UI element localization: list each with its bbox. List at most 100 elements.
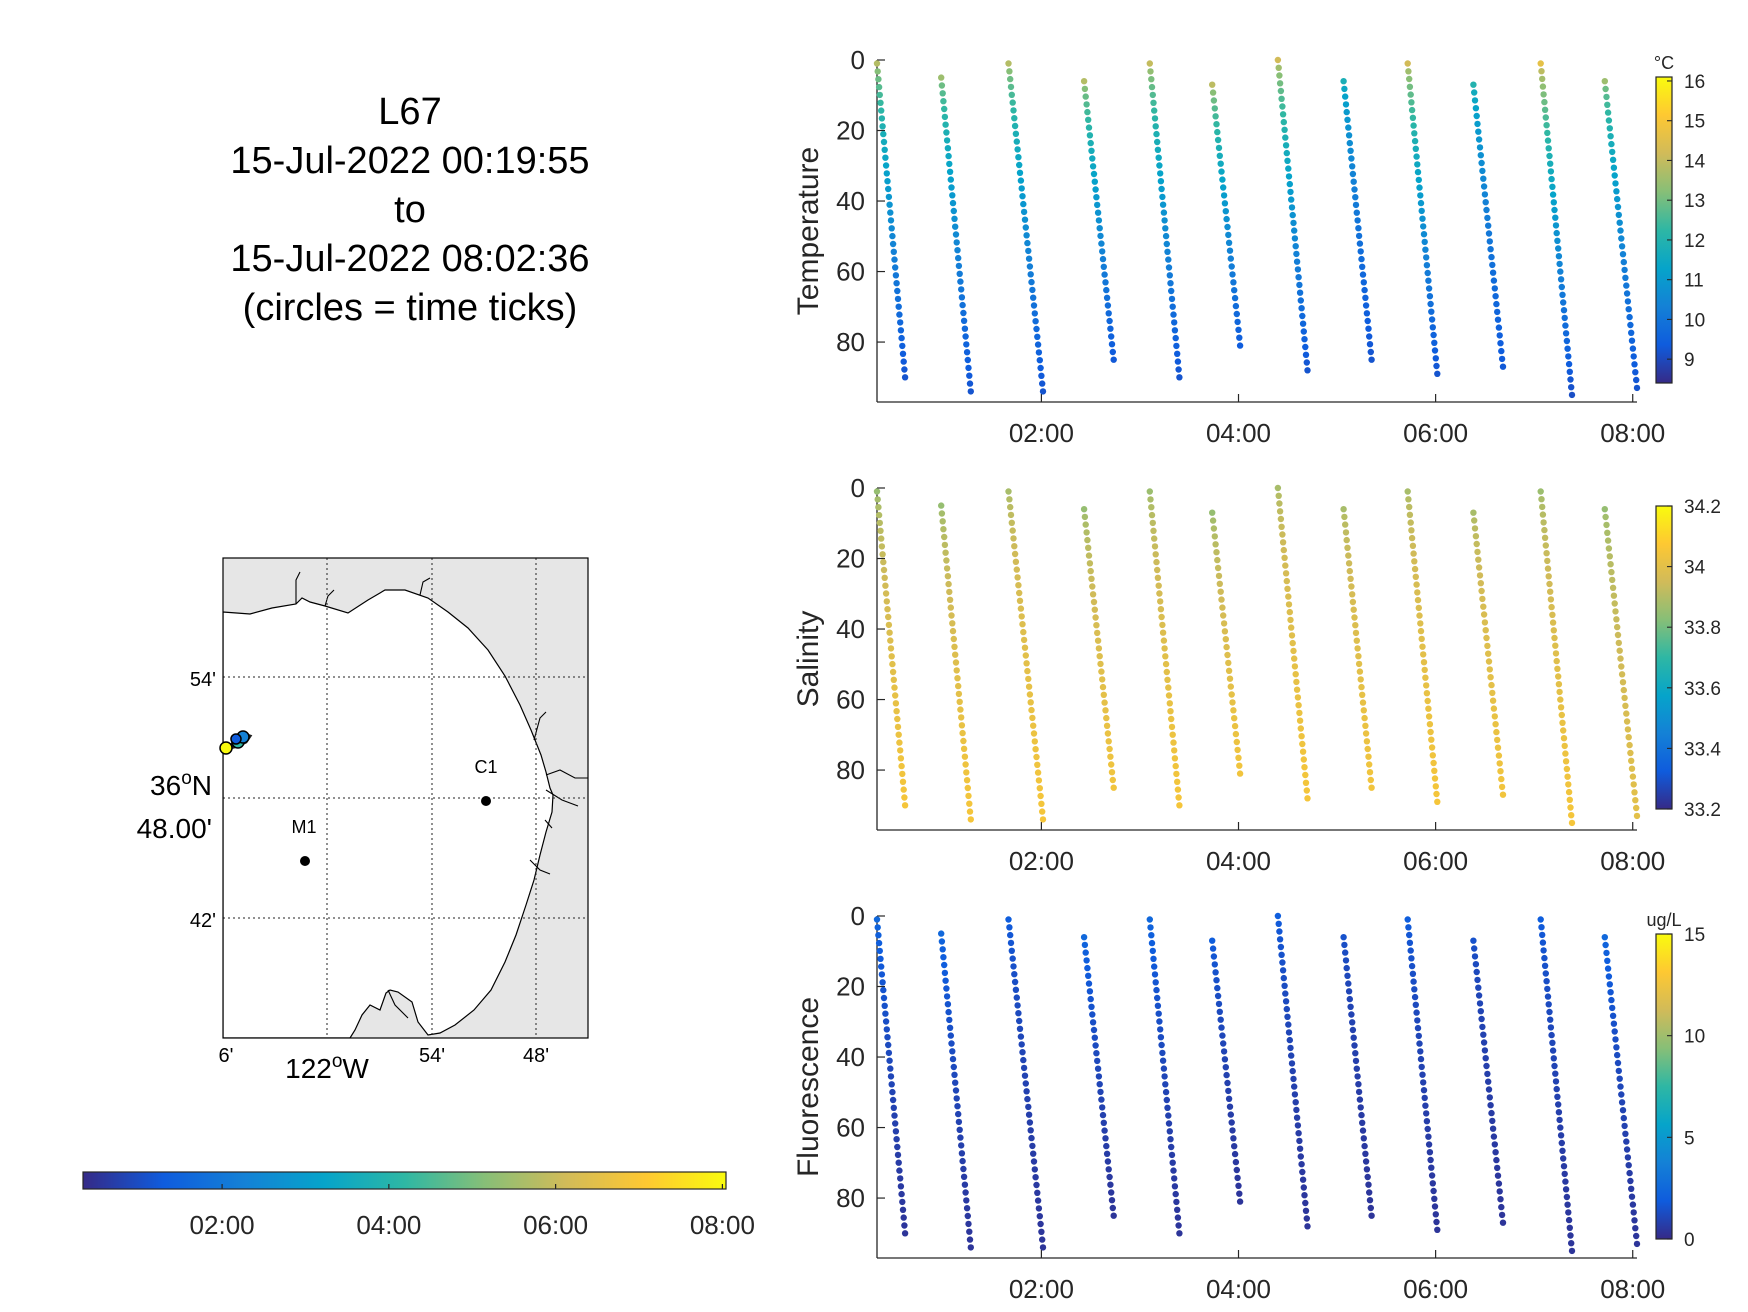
data-point xyxy=(960,317,968,324)
data-point xyxy=(1290,1075,1297,1083)
data-point xyxy=(1284,1013,1291,1020)
data-point xyxy=(1091,178,1099,185)
data-point xyxy=(1304,367,1311,374)
data-point xyxy=(1090,1026,1098,1034)
data-point xyxy=(1016,1017,1023,1025)
data-point xyxy=(1109,776,1117,784)
data-point xyxy=(1285,165,1292,172)
data-point xyxy=(1488,1109,1495,1117)
data-point xyxy=(1168,1151,1176,1159)
data-point xyxy=(1541,98,1548,106)
data-point xyxy=(1288,204,1296,211)
data-point xyxy=(1482,199,1489,206)
data-point xyxy=(1544,137,1552,144)
data-point xyxy=(1611,172,1618,179)
data-point xyxy=(938,74,945,81)
data-point xyxy=(1217,588,1224,595)
data-point xyxy=(1353,1065,1361,1072)
data-point xyxy=(1540,519,1547,526)
data-point xyxy=(1471,945,1478,952)
time-colorbar-bar xyxy=(82,1171,727,1190)
data-point xyxy=(1359,271,1367,278)
data-point xyxy=(1108,333,1115,340)
data-point xyxy=(1359,699,1367,706)
data-point xyxy=(1407,947,1414,954)
data-point xyxy=(1361,286,1368,294)
data-point xyxy=(1609,1004,1616,1012)
data-point xyxy=(1539,511,1547,518)
data-point xyxy=(1498,775,1505,783)
data-point xyxy=(1556,1116,1563,1124)
data-point xyxy=(1601,506,1609,513)
data-point xyxy=(878,971,886,978)
data-point xyxy=(1477,1008,1485,1015)
data-point xyxy=(1082,949,1089,956)
data-point xyxy=(893,708,900,715)
data-point xyxy=(882,1010,889,1017)
data-point xyxy=(1282,990,1289,997)
data-point xyxy=(1566,1224,1574,1232)
data-point xyxy=(1558,1139,1566,1147)
data-point xyxy=(1552,214,1559,221)
data-point xyxy=(1340,506,1347,513)
data-point xyxy=(1294,1122,1302,1129)
data-point xyxy=(878,107,885,114)
data-point xyxy=(1432,783,1440,790)
fluorescence-colorbar-tick-label: 10 xyxy=(1684,1027,1705,1048)
data-point xyxy=(1225,667,1233,674)
data-point xyxy=(1104,730,1112,737)
time-colorbar: 02:00 04:00 06:00 08:00 xyxy=(82,1171,755,1240)
data-point xyxy=(963,777,971,784)
data-point xyxy=(1294,266,1302,273)
data-point xyxy=(1220,620,1228,627)
data-point xyxy=(1366,769,1374,776)
data-point xyxy=(1020,636,1028,644)
data-point xyxy=(966,1228,973,1235)
data-point xyxy=(1548,175,1555,183)
data-point xyxy=(944,145,952,152)
data-point xyxy=(1485,1086,1493,1093)
data-point xyxy=(1016,589,1023,597)
data-point xyxy=(1090,598,1098,606)
data-point xyxy=(1225,231,1232,239)
data-point xyxy=(959,1157,966,1165)
data-point xyxy=(1351,186,1358,193)
data-point xyxy=(961,753,969,760)
data-point xyxy=(1491,1141,1499,1148)
data-point xyxy=(1107,753,1114,760)
station-c1: C1 xyxy=(474,757,498,806)
data-point xyxy=(1565,353,1572,360)
data-point xyxy=(1365,325,1372,332)
data-point xyxy=(966,808,974,815)
data-point xyxy=(1147,924,1154,931)
data-point xyxy=(1493,1156,1500,1164)
data-point xyxy=(900,358,907,365)
data-point xyxy=(1166,1128,1174,1135)
data-point xyxy=(1299,312,1306,320)
data-point xyxy=(1606,125,1614,132)
fluorescence-y-tick-label: 60 xyxy=(836,1113,865,1143)
data-point xyxy=(1217,1016,1224,1023)
data-point xyxy=(1565,1209,1572,1216)
data-point xyxy=(1211,961,1219,968)
data-point xyxy=(1103,1142,1110,1150)
data-point xyxy=(1609,584,1617,591)
data-point xyxy=(1494,1164,1501,1172)
data-point xyxy=(1557,1132,1565,1139)
data-point xyxy=(897,319,904,326)
data-point xyxy=(1038,1228,1045,1236)
data-point xyxy=(1083,957,1090,964)
data-point xyxy=(1342,949,1349,956)
data-point xyxy=(1419,1071,1426,1078)
data-point xyxy=(1565,360,1573,368)
data-point xyxy=(967,816,974,823)
data-point xyxy=(1345,560,1353,567)
data-point xyxy=(1546,580,1553,588)
data-point xyxy=(892,264,899,271)
data-point xyxy=(885,193,893,201)
data-point xyxy=(887,1065,894,1072)
data-point xyxy=(1209,517,1217,524)
data-point xyxy=(1609,148,1616,156)
data-point xyxy=(1489,697,1497,704)
data-point xyxy=(945,580,952,588)
